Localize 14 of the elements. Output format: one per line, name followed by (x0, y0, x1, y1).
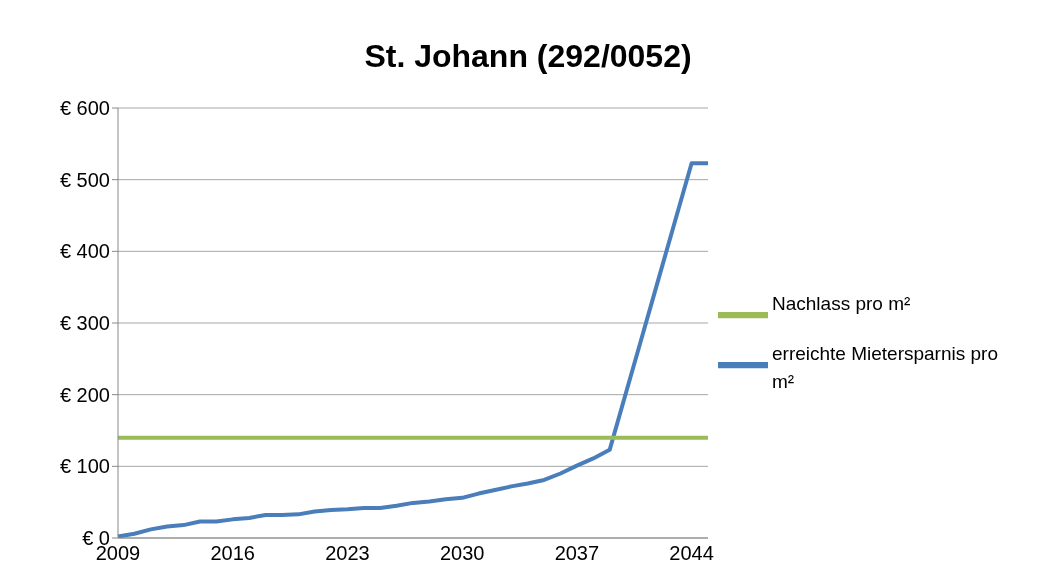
y-tick-label: € 500 (59, 168, 110, 191)
x-tick-label: 2044 (669, 542, 714, 565)
y-tick-label: € 200 (59, 383, 110, 406)
chart-title: St. Johann (292/0052) (363, 37, 693, 76)
x-tick-label: 2037 (554, 542, 600, 565)
x-tick-label: 2016 (210, 542, 255, 565)
y-tick-label: € 600 (59, 97, 110, 120)
x-tick-label: 2030 (439, 542, 485, 565)
legend-label: erreichte Mietersparnis pro m² (772, 342, 999, 394)
legend-label: Nachlass pro m² (772, 292, 911, 316)
x-tick-label: 2023 (325, 542, 370, 565)
y-tick-label: € 300 (59, 312, 110, 335)
y-tick-label: € 400 (59, 240, 110, 263)
y-tick-label: € 100 (59, 455, 110, 478)
